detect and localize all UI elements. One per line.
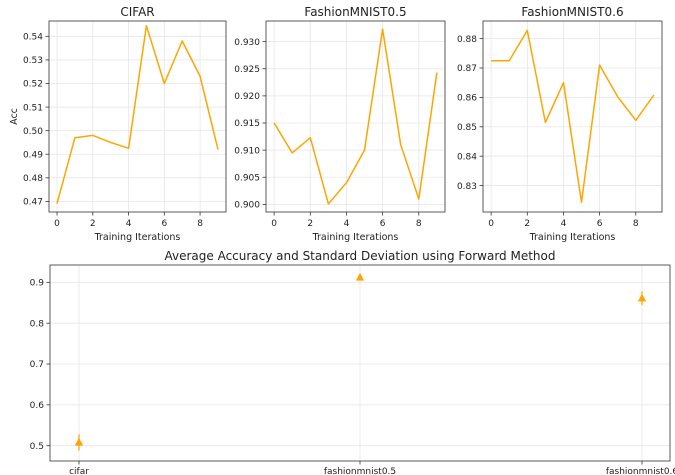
y-tick-label: 0.6 — [30, 401, 45, 411]
y-tick-label: 0.88 — [457, 35, 477, 45]
chart-title: FashionMNIST0.6 — [521, 5, 623, 19]
plot-frame — [265, 20, 446, 213]
x-tick-label: fashionmnist0.5 — [324, 467, 396, 475]
panel-1: 0 2 4 6 8 0.900 0.905 0.910 0.915 0.920 0.925 0.930… — [234, 5, 446, 243]
y-tick-label: 0.48 — [23, 174, 43, 184]
x-tick-label: 6 — [597, 219, 603, 229]
chart-title: Average Accuracy and Standard Deviation … — [164, 249, 555, 263]
y-tick-label: 0.87 — [457, 64, 477, 74]
y-tick-label: 0.910 — [234, 146, 260, 156]
y-tick-label: 0.53 — [23, 56, 43, 66]
x-tick-label: 6 — [161, 219, 167, 229]
series-line — [273, 28, 438, 205]
y-axis-label: Acc — [9, 108, 20, 125]
x-tick-label: 6 — [380, 219, 386, 229]
y-tick-label: 0.84 — [457, 152, 477, 162]
panel-3: cifar fashionmnist0.5 fashionmnist0.6 0.5 0.… — [30, 249, 675, 475]
y-tick-label: 0.51 — [23, 103, 43, 113]
y-tick-label: 0.8 — [30, 319, 45, 329]
x-tick-label: 0 — [488, 219, 494, 229]
x-tick-label: 2 — [524, 219, 530, 229]
y-tick-label: 0.7 — [30, 360, 44, 370]
y-tick-label: 0.54 — [23, 33, 43, 43]
y-tick-label: 0.83 — [457, 182, 477, 192]
x-tick-label: 4 — [126, 219, 132, 229]
x-axis-label: Training Iterations — [312, 232, 399, 243]
data-point-marker — [355, 272, 365, 281]
x-tick-label: 0 — [271, 219, 277, 229]
y-tick-label: 0.49 — [23, 150, 43, 160]
x-tick-label: fashionmnist0.6 — [606, 467, 675, 475]
y-tick-label: 0.915 — [234, 119, 260, 129]
y-tick-label: 0.86 — [457, 94, 477, 104]
x-tick-label: 4 — [561, 219, 567, 229]
x-tick-label: 4 — [344, 219, 350, 229]
y-tick-label: 0.905 — [234, 173, 260, 183]
y-tick-label: 0.50 — [23, 127, 43, 137]
y-tick-label: 0.925 — [234, 65, 260, 75]
plot-frame — [48, 20, 227, 213]
chart-title: FashionMNIST0.5 — [304, 5, 406, 19]
y-tick-label: 0.900 — [234, 201, 260, 211]
panel-2: 0 2 4 6 8 0.83 0.84 0.85 0.86 0.87 0.88 FashionMNIS… — [457, 5, 663, 243]
series-line — [56, 24, 219, 204]
y-tick-label: 0.52 — [23, 80, 43, 90]
x-tick-label: 8 — [416, 219, 422, 229]
y-tick-label: 0.920 — [234, 92, 260, 102]
x-tick-label: cifar — [69, 467, 89, 475]
x-axis-label: Training Iterations — [94, 232, 181, 243]
panel-0: 0 2 4 6 8 0.47 0.48 0.49 0.50 0.51 0.52 0.53 0.54 CIF… — [9, 5, 227, 243]
series-line — [491, 29, 655, 204]
x-axis-label: Training Iterations — [529, 232, 616, 243]
plot-frame — [482, 20, 663, 213]
x-tick-label: 2 — [90, 219, 96, 229]
x-tick-label: 2 — [307, 219, 313, 229]
y-tick-label: 0.47 — [23, 198, 43, 208]
data-point-marker — [637, 293, 647, 302]
chart-title: CIFAR — [120, 5, 154, 19]
x-tick-label: 8 — [633, 219, 639, 229]
y-tick-label: 0.85 — [457, 123, 477, 133]
data-point-marker — [74, 437, 84, 446]
x-tick-label: 0 — [54, 219, 60, 229]
x-tick-label: 8 — [197, 219, 203, 229]
y-tick-label: 0.930 — [234, 38, 260, 48]
y-tick-label: 0.9 — [30, 279, 45, 289]
y-tick-label: 0.5 — [30, 442, 44, 452]
